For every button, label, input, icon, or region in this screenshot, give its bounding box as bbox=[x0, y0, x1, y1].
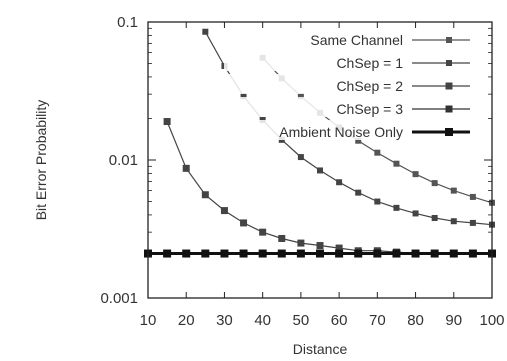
data-point bbox=[373, 249, 382, 258]
data-point bbox=[393, 160, 400, 167]
legend-entry-background bbox=[224, 28, 486, 48]
x-tick-label: 50 bbox=[293, 312, 310, 329]
legend-entry-background bbox=[224, 51, 486, 71]
data-point bbox=[317, 167, 323, 174]
legend-marker bbox=[445, 82, 453, 90]
data-point bbox=[469, 219, 476, 226]
data-point bbox=[354, 249, 363, 258]
data-point bbox=[258, 249, 267, 258]
x-tick-label: 20 bbox=[178, 312, 195, 329]
data-point bbox=[297, 93, 304, 100]
data-point bbox=[335, 244, 343, 252]
legend-entry: ChSep = 2 bbox=[224, 74, 486, 94]
legend: Same Channel ChSep = 1 ChSep = 2 ChSep = 3 A… bbox=[224, 28, 486, 140]
data-point bbox=[296, 249, 305, 258]
data-point bbox=[449, 249, 458, 258]
data-point bbox=[450, 187, 457, 194]
x-axis-title: Distance bbox=[293, 341, 348, 357]
data-point bbox=[297, 154, 304, 161]
data-point bbox=[355, 189, 362, 196]
legend-label: Same Channel bbox=[310, 32, 403, 48]
x-tick-label: 90 bbox=[445, 312, 462, 329]
legend-label: Ambient Noise Only bbox=[279, 124, 403, 140]
data-point bbox=[316, 249, 324, 258]
x-tick-label: 10 bbox=[140, 312, 157, 329]
axis-ticks: 10 20 30 40 50 60 70 80 90 100 0.001 0.01 0.1 bbox=[100, 14, 504, 329]
data-point bbox=[431, 180, 438, 187]
data-point bbox=[297, 239, 305, 247]
legend-marker bbox=[445, 105, 453, 113]
data-point bbox=[430, 249, 439, 258]
legend-label: ChSep = 3 bbox=[336, 101, 403, 117]
data-point bbox=[278, 234, 286, 242]
data-point bbox=[182, 164, 190, 172]
data-point bbox=[411, 249, 420, 258]
data-point bbox=[240, 219, 248, 227]
legend-entry: Same Channel bbox=[224, 28, 486, 48]
y-tick-label: 0.001 bbox=[100, 290, 138, 307]
data-point bbox=[277, 249, 286, 258]
y-axis-title: Bit Error Probability bbox=[33, 100, 49, 221]
data-point bbox=[240, 93, 247, 100]
data-point bbox=[316, 242, 324, 250]
x-tick-label: 30 bbox=[216, 312, 233, 329]
legend-entry-background bbox=[224, 97, 486, 117]
data-point bbox=[392, 249, 401, 258]
legend-entry: ChSep = 1 bbox=[224, 51, 486, 71]
data-point bbox=[450, 218, 457, 225]
legend-entry: Ambient Noise Only bbox=[224, 120, 486, 140]
data-point bbox=[202, 28, 209, 35]
data-point bbox=[412, 210, 419, 217]
data-point bbox=[412, 171, 419, 178]
x-tick-label: 40 bbox=[254, 312, 271, 329]
data-point bbox=[163, 118, 171, 126]
legend-label: ChSep = 1 bbox=[336, 55, 403, 71]
y-tick-label: 0.1 bbox=[117, 14, 138, 31]
data-point bbox=[468, 249, 477, 258]
x-tick-label: 100 bbox=[479, 312, 504, 329]
data-point bbox=[374, 198, 381, 205]
data-point bbox=[201, 191, 209, 199]
data-point bbox=[431, 214, 438, 221]
data-point bbox=[163, 249, 172, 258]
data-point bbox=[259, 228, 267, 236]
data-point bbox=[355, 137, 362, 144]
legend-marker bbox=[445, 128, 453, 136]
data-point bbox=[220, 207, 228, 215]
data-point bbox=[374, 149, 381, 156]
x-tick-label: 70 bbox=[369, 312, 386, 329]
legend-entry: ChSep = 3 bbox=[224, 97, 486, 117]
legend-entry-background bbox=[224, 74, 486, 94]
legend-marker bbox=[446, 37, 452, 43]
data-point bbox=[335, 249, 344, 258]
series-line bbox=[166, 121, 492, 255]
series bbox=[144, 249, 496, 258]
data-point bbox=[259, 116, 266, 123]
data-point bbox=[220, 249, 229, 258]
data-point bbox=[336, 179, 343, 186]
data-point bbox=[201, 249, 210, 258]
data-point bbox=[469, 193, 476, 200]
x-tick-label: 60 bbox=[331, 312, 348, 329]
legend-entry-background bbox=[224, 120, 486, 140]
x-tick-label: 80 bbox=[407, 312, 424, 329]
legend-marker bbox=[446, 60, 452, 66]
legend-label: ChSep = 2 bbox=[336, 78, 403, 94]
data-point bbox=[393, 204, 400, 211]
y-tick-label: 0.01 bbox=[109, 152, 138, 169]
data-point bbox=[182, 249, 191, 258]
data-point bbox=[239, 249, 248, 258]
